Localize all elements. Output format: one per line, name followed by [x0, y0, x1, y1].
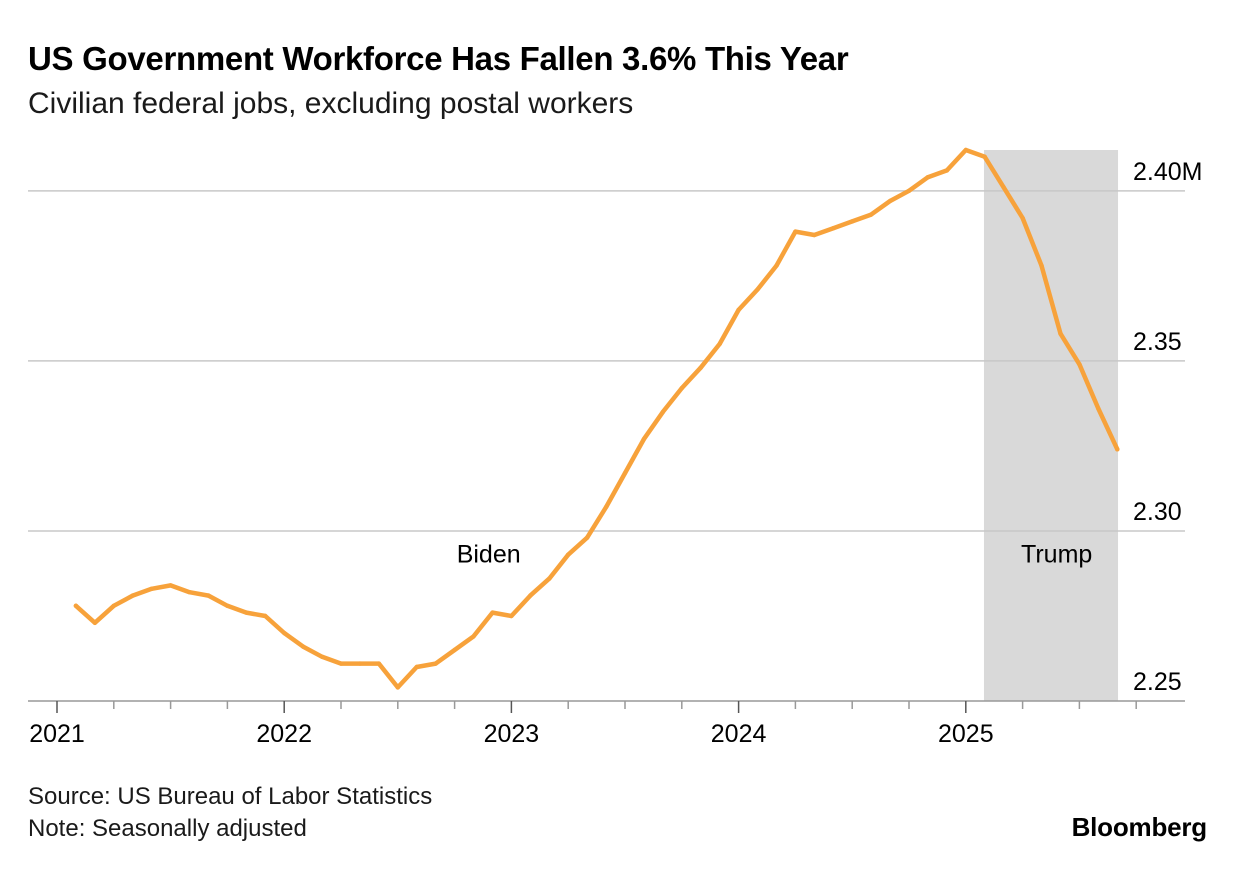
data-point — [1058, 331, 1063, 336]
data-point — [490, 610, 495, 615]
data-point — [1001, 185, 1006, 190]
x-tick-label-2024: 2024 — [711, 720, 767, 748]
data-point — [755, 287, 760, 292]
data-point — [168, 583, 173, 588]
data-point — [547, 576, 552, 581]
data-point — [717, 341, 722, 347]
data-point — [1115, 447, 1120, 452]
data-point — [263, 613, 268, 619]
series-line — [73, 147, 1120, 690]
data-point — [1096, 406, 1101, 411]
x-tick-label-2022: 2022 — [256, 720, 312, 748]
annotation-trump: Trump — [1021, 541, 1092, 569]
x-tick-label-2025: 2025 — [938, 720, 994, 748]
data-point — [925, 175, 931, 180]
data-point — [566, 552, 571, 557]
annotation-biden: Biden — [457, 541, 521, 569]
y-tick-label-2-3: 2.30 — [1133, 498, 1182, 526]
data-point — [603, 504, 609, 510]
data-point — [149, 586, 154, 591]
y-tick-label-2-4: 2.40M — [1133, 158, 1202, 186]
source-note: Source: US Bureau of Labor Statistics — [28, 783, 433, 810]
footnote: Note: Seasonally adjusted — [28, 815, 307, 842]
data-point — [471, 634, 476, 639]
data-point — [225, 603, 230, 608]
x-tick-label-2023: 2023 — [484, 720, 540, 748]
data-point — [679, 385, 684, 391]
data-point — [244, 610, 249, 615]
chart-subtitle: Civilian federal jobs, excluding postal … — [28, 87, 634, 120]
data-point — [130, 593, 135, 598]
data-point — [528, 593, 533, 598]
data-point — [1077, 362, 1082, 367]
data-point — [850, 219, 855, 224]
data-point — [906, 188, 912, 193]
data-point — [1039, 263, 1044, 268]
data-point — [963, 147, 968, 153]
data-point — [300, 644, 306, 649]
data-point — [698, 365, 703, 370]
data-point — [793, 229, 798, 234]
data-point — [584, 535, 590, 540]
chart-title: US Government Workforce Has Fallen 3.6% … — [28, 40, 849, 77]
data-point — [206, 593, 211, 598]
data-point — [622, 470, 628, 476]
data-point — [736, 307, 741, 313]
line-chart: 2021 2022 2023 2024 2025 Biden Trump 2.40M 2.3… — [28, 147, 1202, 748]
data-point — [319, 654, 325, 659]
data-point — [831, 226, 836, 231]
data-point — [1020, 215, 1025, 221]
data-point — [509, 613, 514, 619]
data-point — [111, 603, 117, 608]
data-point — [187, 590, 192, 595]
data-point — [641, 436, 647, 442]
data-point — [282, 630, 287, 636]
data-point — [812, 232, 817, 238]
data-point — [92, 620, 98, 625]
data-point — [357, 661, 363, 666]
data-point — [982, 154, 987, 159]
data-point — [414, 664, 419, 670]
data-point — [433, 661, 438, 666]
shaded-region-trump — [983, 150, 1119, 701]
data-point — [660, 409, 666, 415]
y-tick-label-2-25: 2.25 — [1133, 668, 1182, 696]
data-point — [868, 212, 874, 217]
data-point — [774, 263, 779, 268]
y-tick-label-2-35: 2.35 — [1133, 328, 1182, 356]
data-point — [395, 685, 400, 690]
data-point — [452, 647, 457, 653]
data-point — [376, 661, 382, 666]
x-tick-label-2021: 2021 — [29, 720, 85, 748]
data-point — [338, 661, 344, 666]
data-point — [73, 603, 79, 608]
bloomberg-logo: Bloomberg — [1071, 812, 1208, 842]
data-point — [944, 168, 950, 173]
data-point — [887, 198, 893, 204]
